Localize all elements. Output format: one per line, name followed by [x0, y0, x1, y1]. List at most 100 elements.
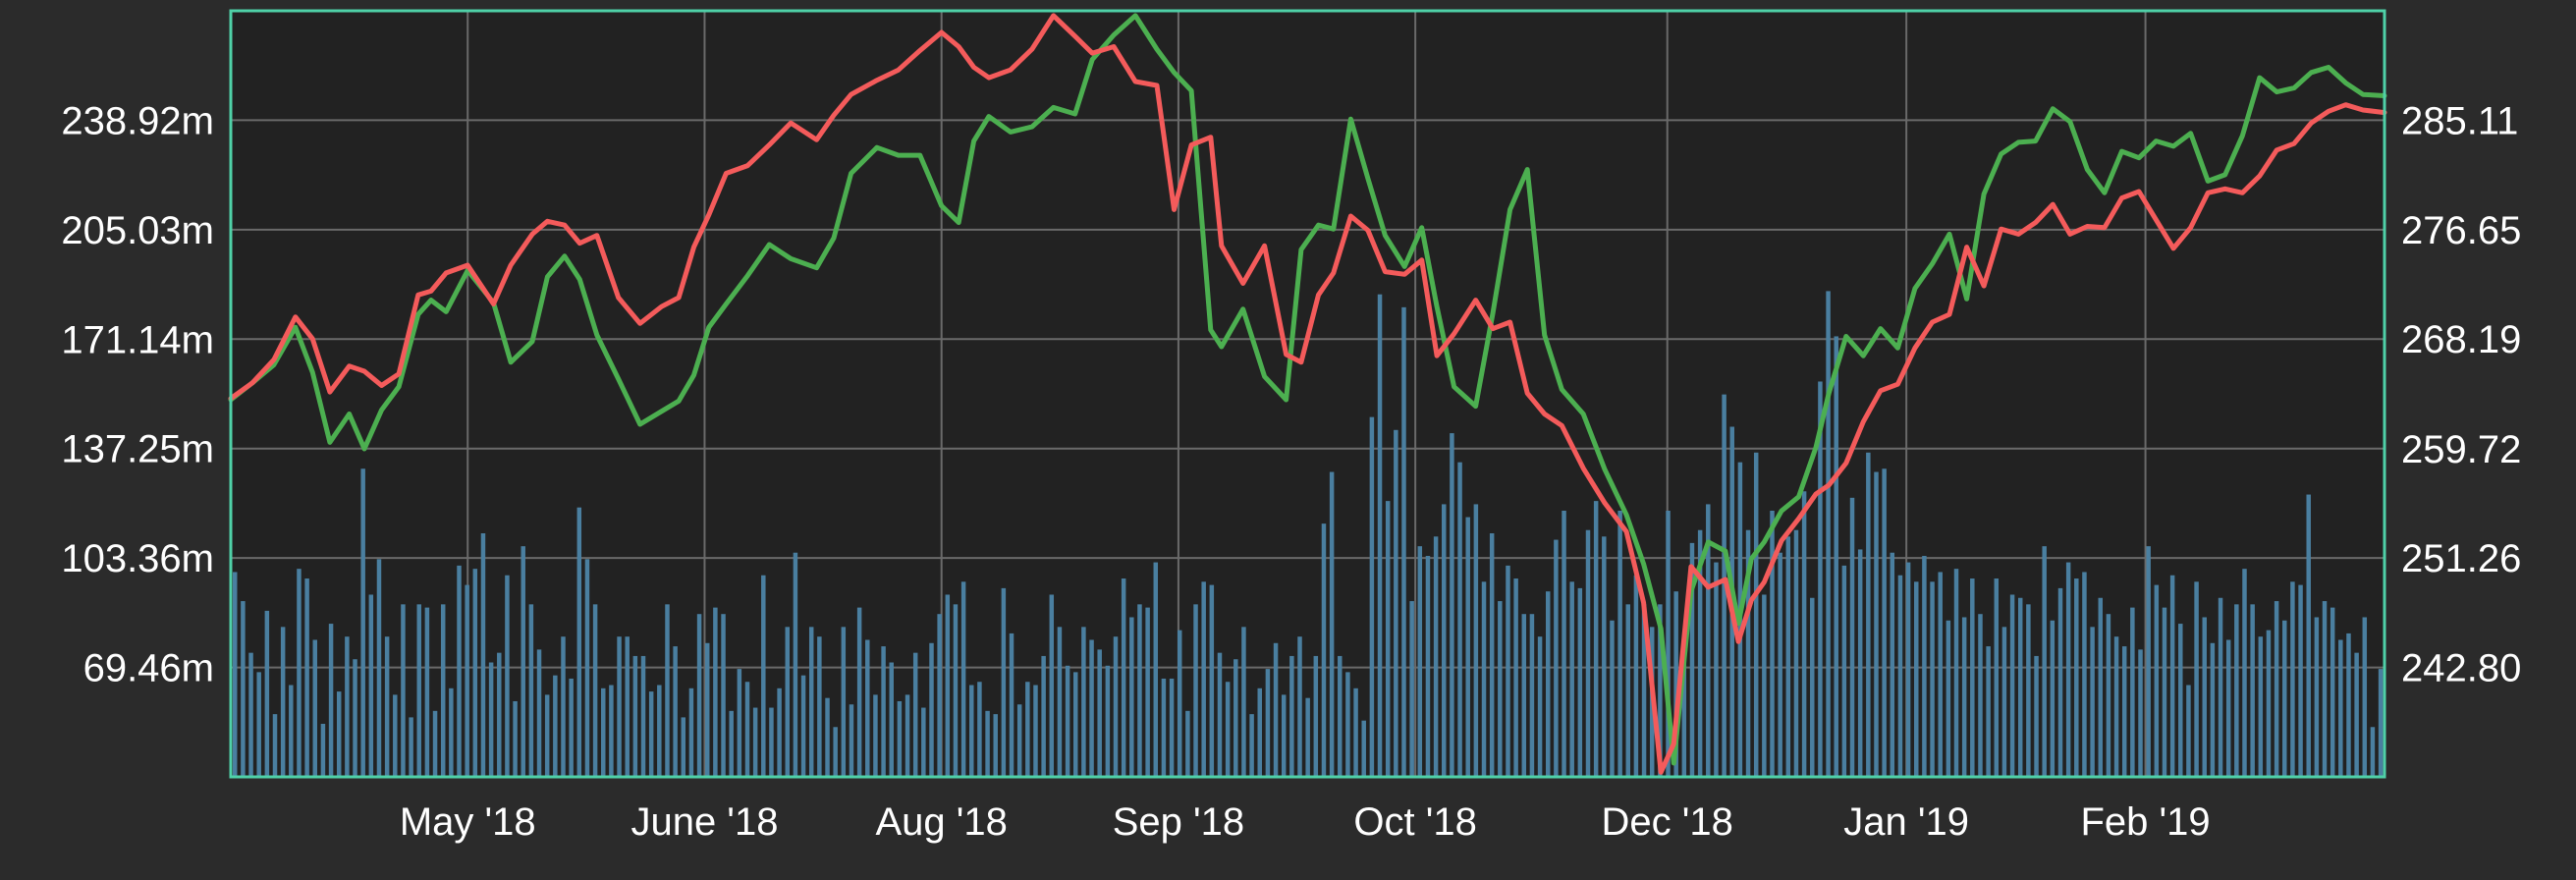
volume-bar: [912, 652, 918, 777]
volume-bar: [1625, 604, 1631, 777]
volume-bar: [536, 649, 542, 777]
volume-bar: [1394, 429, 1398, 777]
x-tick-label: Jan '19: [1843, 800, 1969, 844]
volume-bar: [1153, 562, 1159, 777]
volume-bar: [1241, 627, 1246, 777]
volume-bar: [1465, 517, 1470, 777]
volume-bar: [1905, 562, 1911, 777]
volume-bar: [256, 672, 261, 777]
volume-bar: [2210, 642, 2216, 777]
volume-bar: [681, 717, 686, 777]
volume-bar: [1697, 529, 1703, 777]
volume-bar: [937, 614, 942, 777]
volume-bar: [1338, 655, 1343, 777]
volume-bar: [1201, 581, 1206, 777]
volume-bar: [2258, 636, 2264, 777]
volume-bar: [561, 636, 566, 777]
volume-bar: [320, 723, 326, 777]
volume-bar: [248, 652, 253, 777]
volume-bar: [1689, 542, 1695, 777]
x-tick-label: Aug '18: [875, 800, 1007, 844]
volume-bar: [1081, 627, 1086, 777]
volume-bar: [513, 700, 518, 777]
left-tick-label: 205.03m: [61, 209, 214, 252]
volume-bar: [1498, 601, 1503, 777]
volume-bar: [297, 569, 301, 777]
volume-bar: [1193, 604, 1198, 777]
volume-bar: [2225, 639, 2231, 777]
volume-bar: [272, 714, 278, 777]
volume-bar: [737, 669, 742, 777]
volume-bar: [528, 604, 534, 777]
volume-bar: [833, 727, 838, 777]
volume-bar: [1537, 636, 1543, 777]
volume-bar: [1914, 581, 1919, 777]
volume-bar: [2042, 546, 2047, 777]
volume-bar: [1857, 549, 1863, 777]
volume-bar: [2314, 617, 2320, 777]
volume-bar: [1073, 672, 1078, 777]
volume-bar: [945, 594, 951, 777]
volume-bar: [2282, 620, 2287, 777]
volume-bar: [2186, 685, 2191, 777]
volume-bar: [1305, 697, 1310, 777]
volume-bar: [1658, 604, 1663, 777]
volume-bar: [2298, 584, 2303, 777]
volume-bar: [553, 675, 558, 777]
volume-bar: [769, 707, 774, 777]
volume-bar: [424, 607, 430, 777]
volume-bar: [825, 697, 830, 777]
volume-bar: [2242, 569, 2247, 777]
volume-bar: [440, 604, 446, 777]
volume-bar: [1785, 536, 1791, 777]
volume-bar: [1473, 504, 1479, 777]
series-line-green: [228, 13, 2387, 766]
volume-bar: [1025, 682, 1030, 777]
series-line-red: [228, 13, 2387, 775]
volume-bar: [1361, 720, 1366, 777]
volume-bar: [1345, 672, 1350, 777]
volume-bar: [960, 581, 966, 777]
volume-bar: [328, 624, 334, 777]
volume-bar: [2169, 575, 2175, 777]
right-tick-label: 242.80: [2401, 647, 2521, 690]
volume-bar: [2034, 655, 2039, 777]
volume-bar: [1617, 510, 1622, 777]
volume-bar: [2057, 587, 2063, 777]
volume-bar: [1890, 552, 1895, 777]
volume-bar: [1946, 620, 1951, 777]
volume-bar: [1450, 433, 1454, 777]
volume-bar: [241, 601, 246, 777]
volume-bar: [1569, 581, 1574, 777]
volume-bar: [1417, 546, 1423, 777]
volume-bar: [640, 655, 646, 777]
volume-bar: [1353, 688, 1358, 777]
volume-bar: [393, 694, 398, 777]
volume-bar: [1433, 536, 1439, 777]
volume-bar: [2250, 604, 2255, 777]
volume-bar: [2154, 584, 2160, 777]
volume-bar: [1177, 630, 1182, 777]
volume-bar: [1489, 533, 1495, 777]
left-tick-label: 238.92m: [61, 99, 214, 142]
volume-bar: [1745, 529, 1751, 777]
volume-bar: [800, 675, 806, 777]
volume-bar: [2106, 614, 2111, 777]
volume-bar: [1641, 604, 1647, 777]
volume-bar: [1722, 394, 1726, 777]
volume-bar: [497, 652, 502, 777]
volume-bar: [1265, 669, 1271, 777]
volume-bar: [2082, 572, 2087, 777]
volume-bar: [2162, 607, 2167, 777]
volume-bar: [2346, 632, 2351, 777]
left-axis-ticks: 69.46m 103.36m 137.25m 171.14m 205.03m 238.92…: [61, 99, 214, 689]
volume-bar: [1129, 617, 1134, 777]
volume-bar: [416, 604, 421, 777]
volume-bar: [2065, 562, 2071, 777]
volume-bar: [480, 533, 486, 777]
volume-bar: [2001, 627, 2007, 777]
volume-bar: [729, 710, 734, 777]
volume-bar: [1930, 581, 1935, 777]
x-tick-label: Feb '19: [2080, 800, 2210, 844]
